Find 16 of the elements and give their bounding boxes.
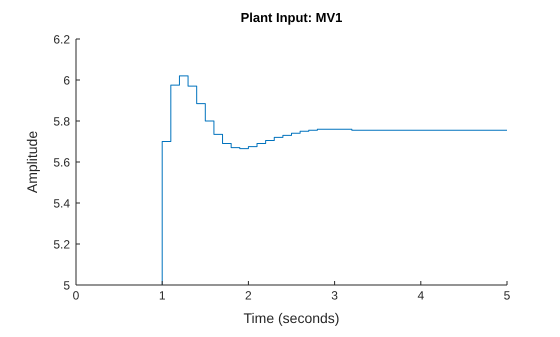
x-tick-label: 3 <box>331 288 338 303</box>
x-axis-title: Time (seconds) <box>242 310 340 326</box>
y-tick-label: 5.2 <box>53 237 70 252</box>
x-tick-label: 5 <box>504 288 511 303</box>
x-tick-label: 4 <box>417 288 424 303</box>
y-tick-label: 6 <box>63 73 70 88</box>
chart-title: Plant Input: MV1 <box>240 10 344 25</box>
y-tick-label: 5 <box>63 278 70 292</box>
y-tick-label: 6.2 <box>53 32 70 46</box>
y-tick-label: 5.8 <box>53 114 70 128</box>
y-axis-title: Amplitude <box>24 130 40 194</box>
x-tick-label: 0 <box>72 288 80 303</box>
x-tick-label: 1 <box>158 288 166 303</box>
y-tick-label: 5.4 <box>53 196 70 210</box>
y-tick-label: 5.6 <box>53 155 70 170</box>
x-tick-label: 2 <box>245 288 252 303</box>
